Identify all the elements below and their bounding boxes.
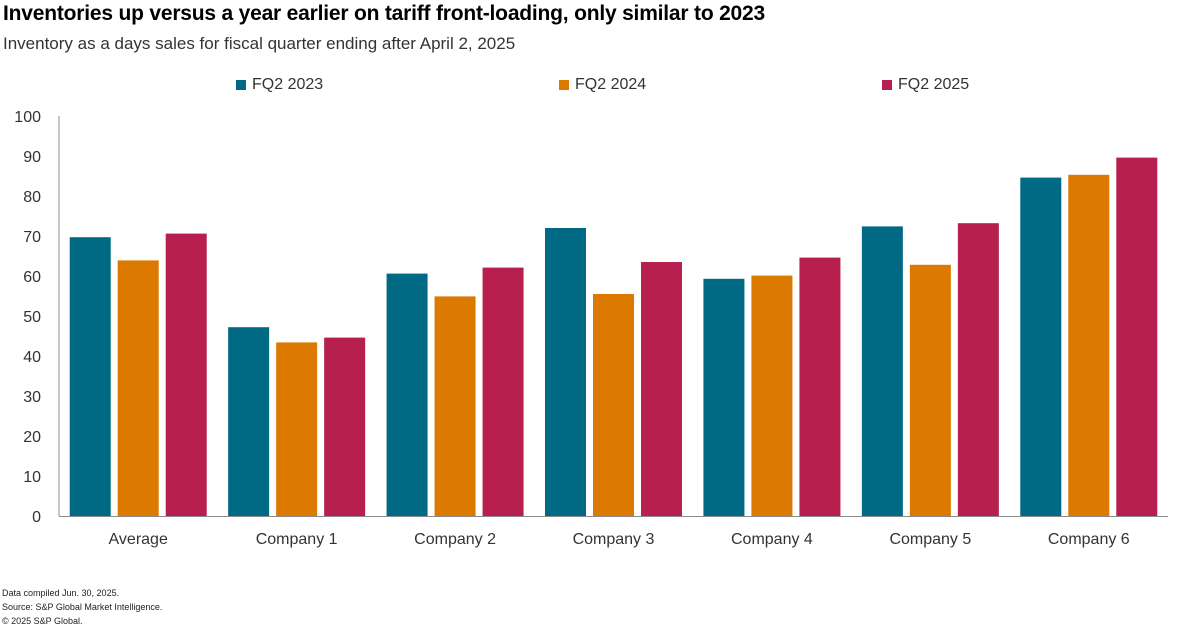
bar: [1068, 174, 1110, 517]
x-tick-label: Company 4: [731, 531, 813, 548]
y-tick-label: 10: [23, 469, 41, 486]
x-tick-label: Company 3: [573, 531, 655, 548]
bar: [276, 342, 318, 516]
y-tick-label: 60: [23, 269, 41, 286]
legend-swatch-fq2-2023: [236, 80, 246, 90]
y-tick-label: 20: [23, 429, 41, 446]
chart-subtitle: Inventory as a days sales for fiscal qua…: [3, 34, 516, 53]
x-tick-label: Company 6: [1048, 531, 1130, 548]
bar: [386, 273, 428, 516]
bar: [434, 296, 476, 516]
legend-item-fq2-2023: FQ2 2023: [236, 76, 323, 94]
y-tick-label: 80: [23, 189, 41, 206]
bar: [69, 237, 111, 516]
legend-swatch-fq2-2025: [882, 80, 892, 90]
bar: [909, 264, 951, 516]
x-tick-label: Company 1: [256, 531, 338, 548]
bar: [1116, 157, 1158, 516]
bar: [482, 267, 524, 516]
x-tick-label: Company 2: [414, 531, 496, 548]
y-tick-label: 0: [32, 509, 41, 526]
y-tick-label: 100: [14, 109, 41, 126]
y-tick-label: 90: [23, 149, 41, 166]
bar: [545, 228, 586, 516]
bar: [703, 278, 745, 516]
bar: [1020, 177, 1062, 516]
footer-date: Data compiled Jun. 30, 2025.: [2, 588, 120, 598]
legend-label-fq2-2023: FQ2 2023: [252, 76, 324, 93]
bar: [641, 262, 682, 516]
bar: [593, 294, 634, 516]
y-tick-label: 30: [23, 389, 41, 406]
legend-label-fq2-2024: FQ2 2024: [575, 76, 647, 93]
legend-swatch-fq2-2024: [559, 80, 569, 90]
x-tick-label: Average: [109, 531, 168, 548]
y-tick-label: 70: [23, 229, 41, 246]
legend-item-fq2-2025: FQ2 2025: [882, 76, 969, 94]
chart-title: Inventories up versus a year earlier on …: [3, 2, 765, 25]
bar: [117, 260, 159, 516]
bar: [751, 275, 793, 516]
bar-chart: 0 10 20 30 40 50 60 70 80 90 100 Average Company 1 Co…: [14, 109, 1168, 548]
legend-label-fq2-2025: FQ2 2025: [898, 76, 970, 93]
x-tick-label: Company 5: [889, 531, 971, 548]
bar: [324, 337, 366, 516]
bar: [957, 223, 999, 516]
footer-copyright: © 2025 S&P Global.: [2, 616, 83, 626]
footer-source: Source: S&P Global Market Intelligence.: [2, 602, 163, 612]
y-tick-label: 40: [23, 349, 41, 366]
bar: [228, 327, 270, 516]
legend-item-fq2-2024: FQ2 2024: [559, 76, 646, 94]
y-tick-label: 50: [23, 309, 41, 326]
bar: [861, 226, 903, 516]
bar: [799, 257, 841, 516]
bar: [165, 233, 207, 516]
